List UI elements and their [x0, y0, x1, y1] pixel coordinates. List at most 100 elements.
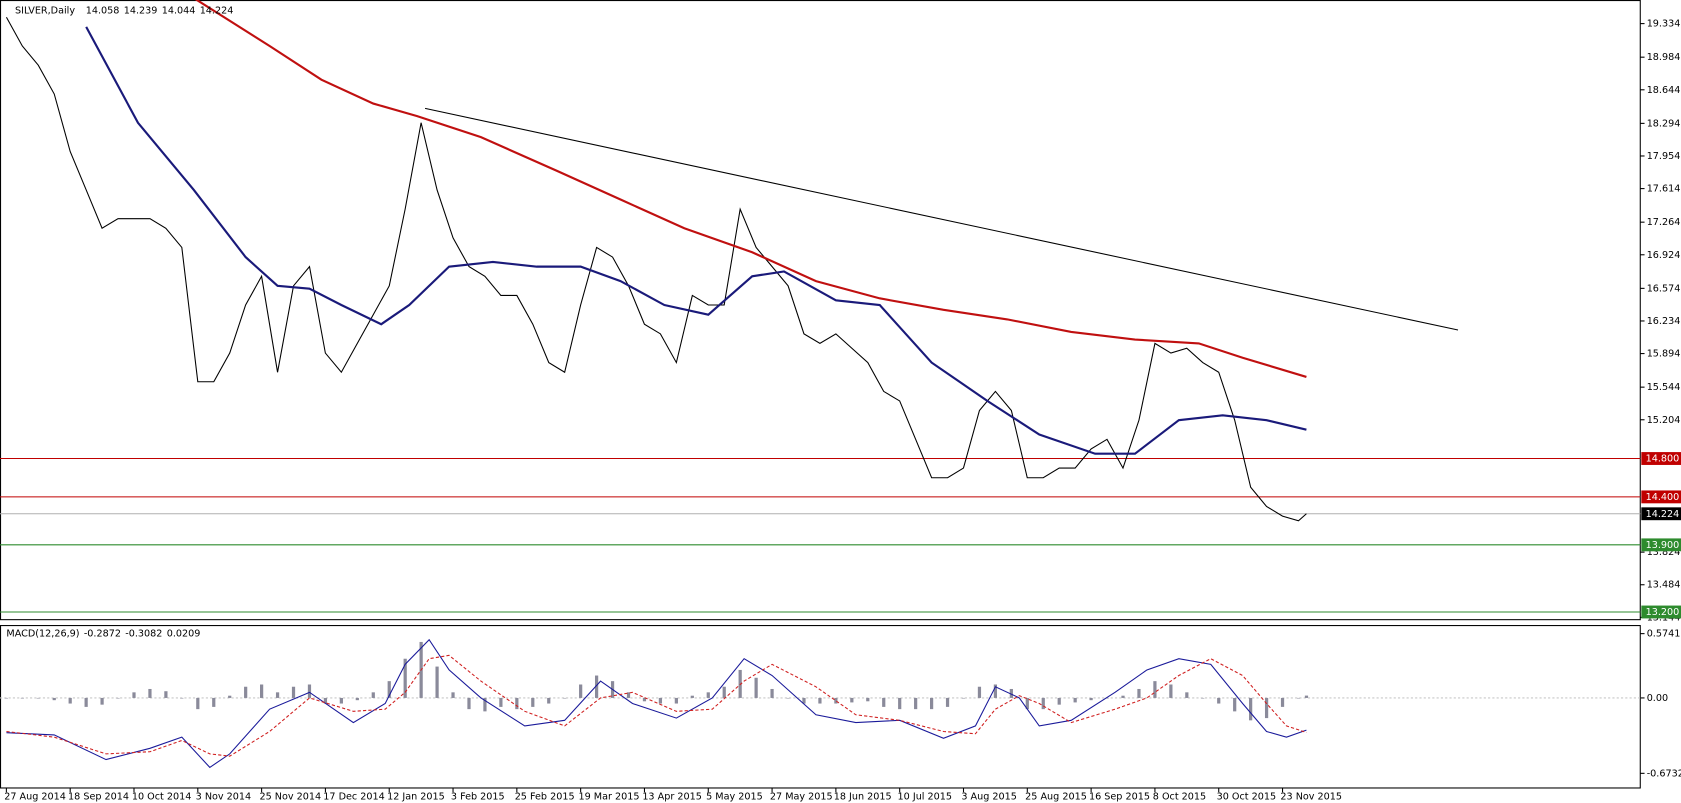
y-tick-label: 16.574 — [1647, 283, 1681, 294]
histogram-bar — [148, 688, 152, 698]
histogram-bar — [626, 692, 631, 698]
y-tick-label: 15.544 — [1647, 382, 1681, 393]
histogram-bar — [1169, 684, 1173, 698]
x-tick-label: 5 May 2015 — [706, 792, 763, 803]
histogram-bar — [658, 697, 663, 704]
histogram-bar — [260, 684, 264, 698]
histogram-bar — [977, 686, 982, 698]
histogram-bar — [594, 675, 599, 698]
x-tick-label: 8 Oct 2015 — [1153, 792, 1206, 803]
histogram-bar — [579, 684, 583, 698]
histogram-bar — [1233, 697, 1237, 712]
y-tick-label: 0.00 — [1647, 693, 1668, 704]
y-tick-label: 18.294 — [1647, 118, 1681, 129]
histogram-bar — [515, 697, 519, 710]
level-tag — [1641, 490, 1681, 504]
histogram-bar — [20, 697, 24, 699]
y-tick-label: 15.894 — [1647, 349, 1681, 360]
histogram-bar — [164, 691, 168, 698]
axes: 19.334 18.984 18.644 18.294 17.954 17.614 17.2… — [4, 19, 1681, 803]
y-tick-label: 17.954 — [1647, 151, 1681, 162]
histogram-bar — [1296, 697, 1301, 699]
y-tick-label: 13.824 — [1647, 547, 1681, 558]
high-value: 14.239 — [124, 6, 158, 17]
histogram-bar — [36, 697, 40, 699]
level-label: 13.900 — [1646, 540, 1680, 551]
open-value: 14.058 — [86, 6, 120, 17]
level-tag — [1641, 452, 1681, 465]
y-tick-label: -0.6732 — [1647, 768, 1681, 779]
histogram-bar — [483, 697, 487, 712]
histogram-bar — [355, 697, 359, 701]
histogram-bar — [1137, 688, 1141, 698]
price-title: SILVER,Daily 14.058 14.239 14.044 14.224 — [15, 6, 233, 17]
histogram-bar — [547, 697, 551, 704]
x-tick-label: 17 Dec 2014 — [323, 792, 385, 803]
level-tag — [1641, 605, 1681, 619]
price-line — [5, 17, 1307, 522]
histogram-bar — [1153, 681, 1157, 698]
histogram-bar — [323, 697, 328, 704]
histogram-bar — [945, 697, 950, 707]
histogram-bar — [339, 697, 343, 704]
level-label: 14.800 — [1646, 454, 1680, 465]
x-tick-label: 12 Jan 2015 — [387, 792, 445, 803]
histogram-bar — [563, 697, 567, 699]
y-tick-label: 19.334 — [1647, 19, 1681, 30]
histogram-bar — [100, 697, 104, 705]
y-tick-label: 18.644 — [1647, 85, 1681, 96]
histogram-bar — [1304, 695, 1309, 698]
close-value: 14.224 — [200, 6, 234, 17]
price-plot — [0, 0, 1641, 613]
histogram-bar — [291, 686, 296, 698]
y-tick-label: 0.5741 — [1647, 629, 1681, 640]
histogram-bar — [802, 697, 806, 704]
histogram-bar — [1201, 697, 1205, 699]
price-line — [85, 26, 1307, 455]
low-value: 14.044 — [162, 6, 196, 17]
x-tick-label: 25 Nov 2014 — [259, 792, 321, 803]
y-tick-label: 18.984 — [1647, 52, 1681, 63]
y-tick-label: 16.234 — [1647, 316, 1681, 327]
x-tick-label: 16 Sep 2015 — [1089, 792, 1150, 803]
histogram-bar — [1041, 697, 1045, 710]
x-tick-label: 18 Jun 2015 — [834, 792, 892, 803]
price-line — [424, 107, 1459, 331]
x-tick-label: 25 Feb 2015 — [515, 792, 575, 803]
histogram-bar — [371, 692, 375, 698]
y-tick-label: 17.264 — [1647, 217, 1681, 228]
histogram-bar — [961, 697, 966, 699]
histogram-bar — [834, 697, 838, 704]
price-pane-border — [0, 0, 1641, 621]
x-tick-label: 3 Nov 2014 — [196, 792, 252, 803]
histogram-bar — [1025, 697, 1029, 710]
histogram-bar — [499, 697, 503, 707]
histogram-bar — [244, 686, 248, 698]
macd-line — [6, 654, 1307, 757]
histogram-bar — [882, 697, 886, 707]
x-tick-label: 27 May 2015 — [770, 792, 833, 803]
histogram-bar — [754, 677, 758, 698]
histogram-bar — [116, 697, 120, 699]
histogram-bar — [850, 697, 854, 703]
histogram-bar — [196, 697, 200, 710]
histogram-bar — [690, 695, 694, 698]
histogram-bar — [132, 692, 136, 698]
x-tick-label: 13 Apr 2015 — [642, 792, 702, 803]
price-line — [194, 0, 1307, 378]
histogram-bar — [1280, 697, 1285, 707]
histogram-bar — [212, 697, 216, 707]
histogram-bar — [403, 658, 407, 698]
macd-value: -0.2872 — [84, 629, 121, 640]
y-tick-label: 16.924 — [1647, 250, 1681, 261]
histogram-bar — [84, 697, 88, 707]
histogram-bar — [435, 666, 439, 698]
level-label: 13.200 — [1646, 607, 1680, 618]
histogram-bar — [929, 697, 934, 710]
histogram-bar — [1264, 697, 1269, 719]
histogram-bar — [1009, 688, 1013, 698]
y-tick-label: 13.484 — [1647, 580, 1681, 591]
